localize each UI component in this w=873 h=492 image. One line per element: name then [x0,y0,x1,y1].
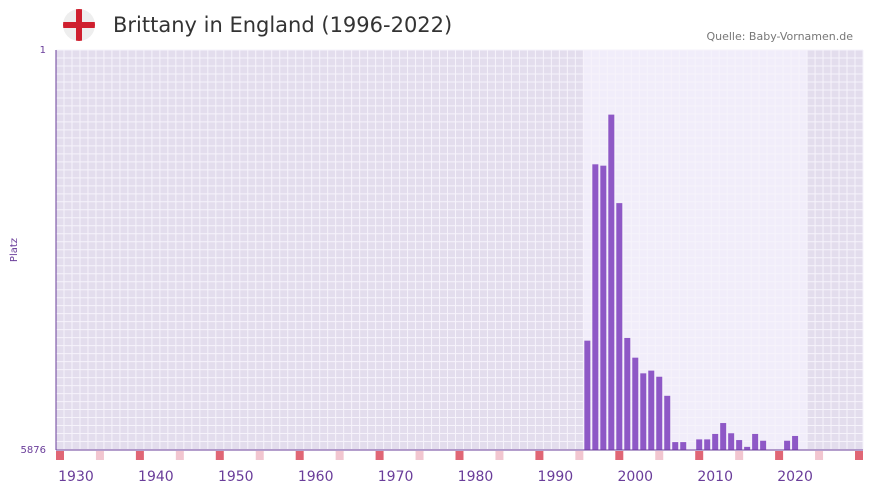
year-marker-1988 [535,451,544,460]
x-tick-label: 1960 [298,469,334,485]
year-marker-1938 [135,451,144,460]
bar-2003 [656,376,663,450]
bar-2010 [712,433,719,450]
bar-1996 [600,165,607,451]
x-tick-label: 2010 [697,469,733,485]
bar-2009 [704,439,711,450]
x-tick-label: 2020 [777,469,813,485]
year-marker-2008 [695,451,704,460]
year-marker-1983 [495,451,504,460]
bar-2020 [792,435,799,450]
bar-2006 [680,442,687,450]
bar-2001 [640,373,647,450]
bar-1995 [592,164,599,451]
year-marker-1958 [295,451,304,460]
x-tick-label: 1990 [538,469,574,485]
year-marker-1948 [215,451,224,460]
bar-2015 [752,433,759,450]
y-tick-label: 1 [40,45,46,56]
year-marker-1973 [415,451,424,460]
bar-1994 [584,340,591,450]
england-flag-icon [63,9,95,41]
x-tick-label: 2000 [617,469,653,485]
year-marker-1933 [95,451,104,460]
year-marker-2028 [855,451,863,460]
x-tick-label: 1930 [58,469,94,485]
bar-2002 [648,370,655,450]
bar-2012 [728,433,735,450]
year-marker-2003 [655,451,664,460]
bar-1998 [616,203,623,450]
x-tick-label: 1970 [378,469,414,485]
year-marker-1943 [175,451,184,460]
bar-2014 [744,446,751,450]
year-marker-1963 [335,451,344,460]
x-tick-label: 1980 [458,469,494,485]
year-marker-1978 [455,451,464,460]
year-marker-1953 [255,451,264,460]
x-tick-label: 1950 [218,469,254,485]
bar-2008 [696,439,703,450]
bar-2019 [784,440,791,450]
bar-2004 [664,395,671,450]
y-tick-label: 5876 [21,445,46,456]
bar-2000 [632,357,639,450]
year-marker-1928 [56,451,64,460]
year-marker-1998 [615,451,624,460]
bar-1997 [608,114,615,450]
bar-2011 [720,423,727,450]
year-marker-2018 [775,451,784,460]
x-tick-label: 1940 [138,469,174,485]
year-marker-1968 [375,451,384,460]
bar-2005 [672,442,679,450]
source-link[interactable]: Quelle: Baby-Vornamen.de [706,30,853,43]
bar-2013 [736,440,743,450]
year-marker-2023 [815,451,824,460]
chart-title: Brittany in England (1996-2022) [113,13,453,37]
year-marker-1993 [575,451,584,460]
bar-1999 [624,337,631,450]
bar-2016 [760,440,767,450]
year-marker-2013 [735,451,744,460]
y-axis-label: Platz [9,238,20,262]
